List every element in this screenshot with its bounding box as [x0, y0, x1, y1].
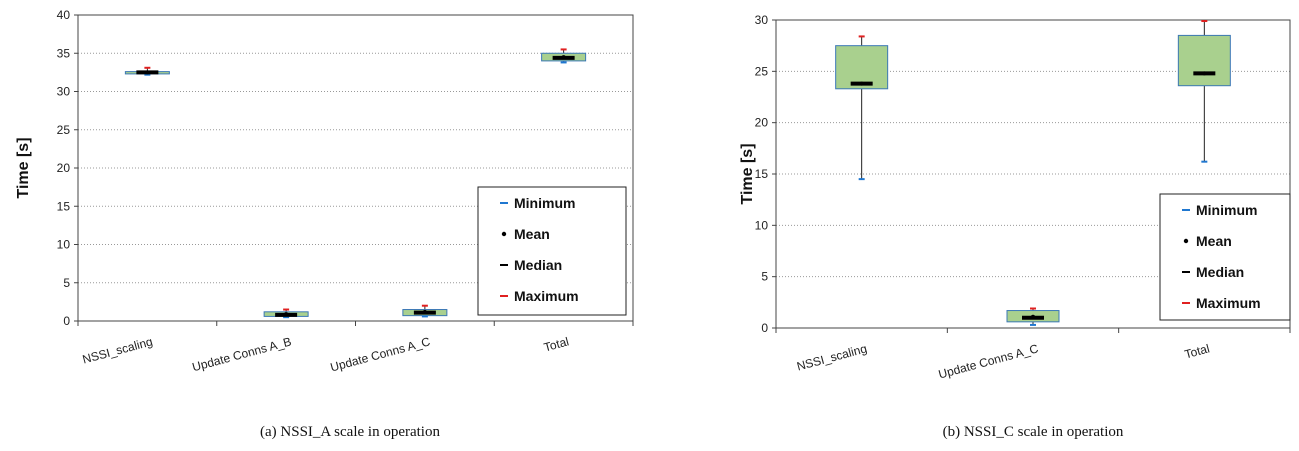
box-2	[402, 304, 448, 318]
legend-label: Maximum	[1196, 295, 1261, 311]
mean-marker	[284, 312, 289, 317]
box-0	[835, 35, 889, 181]
legend: Minimum Mean Median Maximum	[1159, 193, 1291, 321]
mean-marker	[561, 55, 566, 60]
box-1	[263, 308, 309, 319]
y-tick-label: 30	[57, 85, 71, 99]
y-tick-label: 0	[63, 314, 70, 328]
box-3	[541, 48, 587, 64]
box-0	[124, 66, 170, 76]
mean-marker	[859, 81, 864, 86]
legend-mean-symbol	[1183, 238, 1189, 244]
mean-marker	[145, 70, 150, 75]
figure-caption: (a) NSSI_A scale in operation	[260, 424, 440, 440]
legend-label: Maximum	[514, 288, 579, 304]
category-label: Update Conns A_C	[937, 341, 1040, 381]
legend-label: Median	[514, 257, 562, 273]
mean-marker	[1031, 314, 1035, 319]
mean-marker	[422, 309, 427, 314]
figure-caption: (b) NSSI_C scale in operation	[943, 424, 1124, 440]
mean-marker	[1202, 71, 1207, 76]
chart-nssi-a: 0 5 10 15 20 25 30 35 40 Time [s] NSSI_scaling Upda…	[15, 8, 634, 440]
y-tick-label: 30	[755, 13, 769, 27]
y-tick-label: 0	[761, 321, 768, 335]
y-tick-label: 20	[755, 116, 769, 130]
y-axis-label: Time [s]	[739, 143, 756, 204]
legend-label: Mean	[1196, 233, 1232, 249]
legend-label: Mean	[514, 226, 550, 242]
box-body	[835, 45, 889, 90]
y-tick-label: 10	[755, 218, 769, 232]
legend-label: Median	[1196, 264, 1244, 280]
category-label: Total	[1183, 341, 1211, 361]
y-tick-label: 35	[57, 46, 71, 60]
box-body	[1177, 34, 1231, 87]
y-tick-label: 5	[761, 270, 768, 284]
y-tick-label: 15	[755, 167, 769, 181]
box-1	[1006, 307, 1060, 326]
y-tick-label: 25	[57, 123, 71, 137]
y-tick-label: 5	[63, 276, 70, 290]
category-label: Update Conns A_C	[329, 334, 432, 374]
y-tick-label: 15	[57, 199, 71, 213]
plot-frame	[775, 19, 1291, 329]
y-tick-label: 40	[57, 8, 71, 22]
legend: Minimum Mean Median Maximum	[477, 186, 627, 316]
legend-label: Minimum	[514, 195, 575, 211]
category-label: NSSI_scaling	[795, 341, 868, 373]
chart-nssi-c: 0 5 10 15 20 25 30 Time [s] NSSI_scaling Update C…	[739, 13, 1291, 440]
y-tick-label: 20	[57, 161, 71, 175]
y-tick-label: 25	[755, 64, 769, 78]
legend-frame	[1159, 193, 1291, 321]
category-label: NSSI_scaling	[81, 334, 154, 366]
category-label: Update Conns A_B	[191, 334, 293, 374]
box-2	[1177, 20, 1231, 163]
legend-mean-symbol	[501, 231, 507, 237]
category-label: Total	[542, 334, 570, 354]
legend-frame	[477, 186, 627, 316]
y-axis-label: Time [s]	[15, 137, 32, 198]
y-tick-label: 10	[57, 238, 71, 252]
legend-label: Minimum	[1196, 202, 1257, 218]
